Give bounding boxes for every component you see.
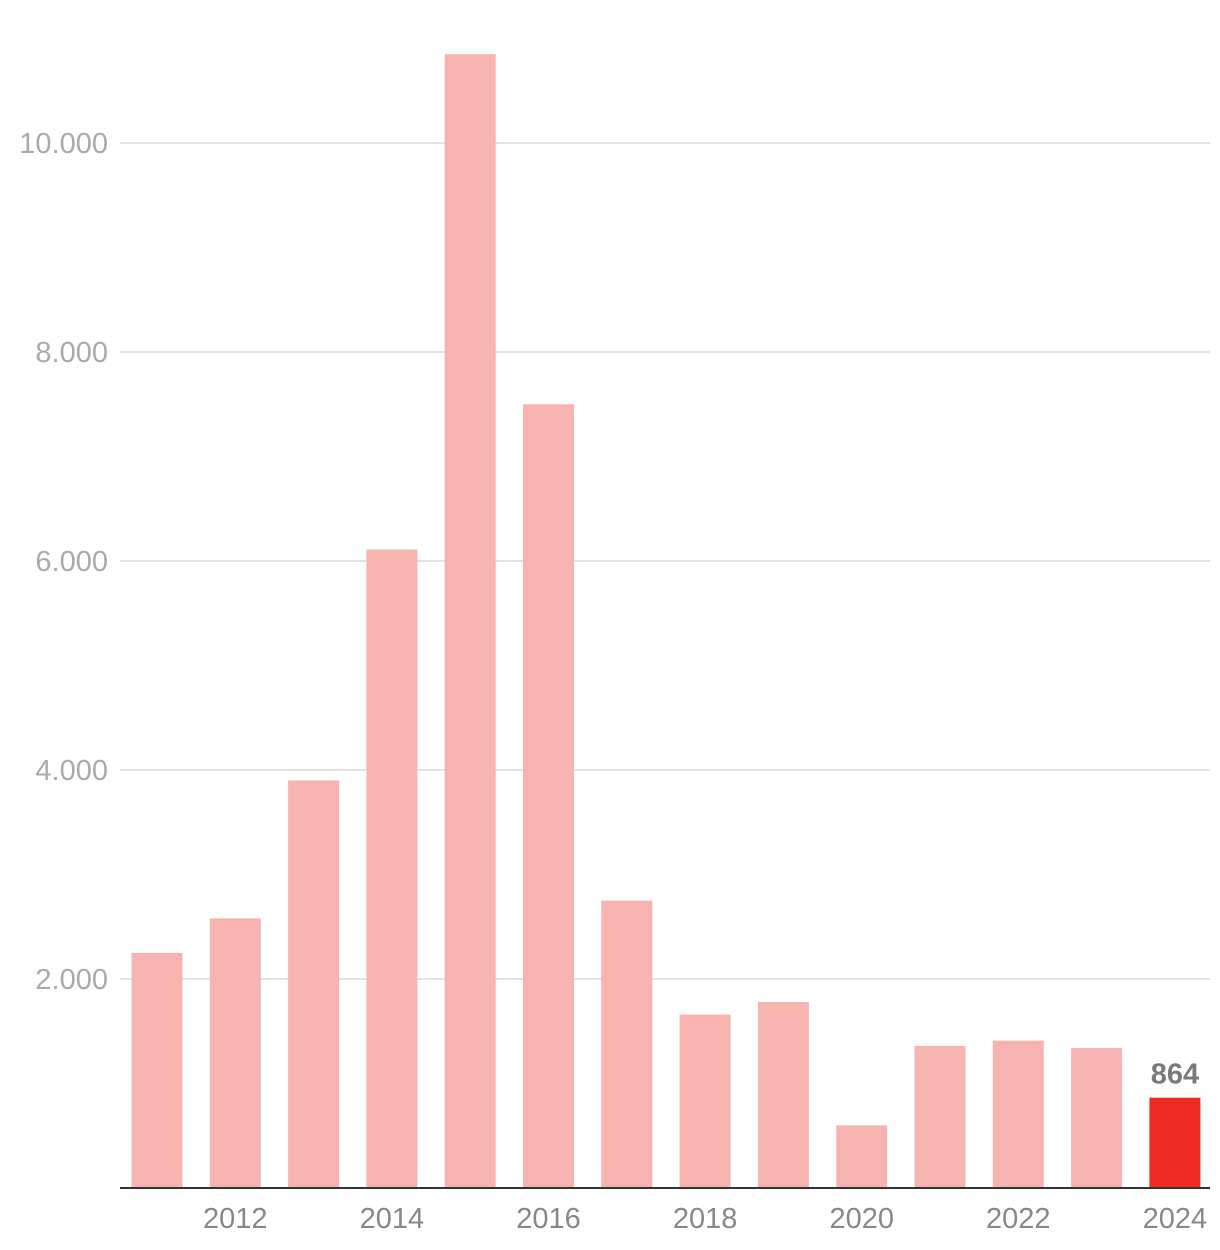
- bar-2016: [523, 404, 574, 1188]
- bar-2012: [209, 918, 261, 1188]
- bar-2013: [288, 780, 340, 1188]
- bar-2011: [131, 952, 183, 1188]
- bars: [131, 54, 1201, 1188]
- bar-2021: [914, 1045, 966, 1188]
- bar-2018: [679, 1014, 731, 1188]
- y-axis-tick-labels: 2.000 4.000 6.000 8.000 10.000: [19, 128, 108, 996]
- gridlines: [120, 142, 1210, 980]
- bar-2020: [836, 1125, 888, 1188]
- y-tick-label: 2.000: [35, 964, 108, 996]
- x-tick-label: 2022: [986, 1203, 1051, 1235]
- y-tick-label: 8.000: [35, 337, 108, 369]
- bar-2022: [992, 1040, 1044, 1188]
- y-tick-label: 4.000: [35, 755, 108, 787]
- x-tick-label: 2024: [1143, 1203, 1208, 1235]
- bar-2017: [601, 900, 653, 1188]
- data-label-2024: 864: [1151, 1059, 1199, 1091]
- x-tick-label: 2018: [673, 1203, 738, 1235]
- y-tick-label: 6.000: [35, 546, 108, 578]
- x-tick-label: 2020: [829, 1203, 894, 1235]
- x-tick-label: 2014: [360, 1203, 425, 1235]
- x-tick-label: 2016: [516, 1203, 581, 1235]
- bar-2014: [366, 549, 418, 1188]
- bar-2019: [757, 1001, 809, 1188]
- bar-2023: [1071, 1047, 1123, 1188]
- y-tick-label: 10.000: [19, 128, 108, 160]
- bar-2024: [1149, 1097, 1201, 1188]
- bar-2015: [444, 54, 496, 1188]
- data-labels: 864: [1151, 1059, 1199, 1091]
- x-tick-label: 2012: [203, 1203, 268, 1235]
- x-axis-tick-labels: 2012 2014 2016 2018 2020 2022 2024: [203, 1203, 1207, 1235]
